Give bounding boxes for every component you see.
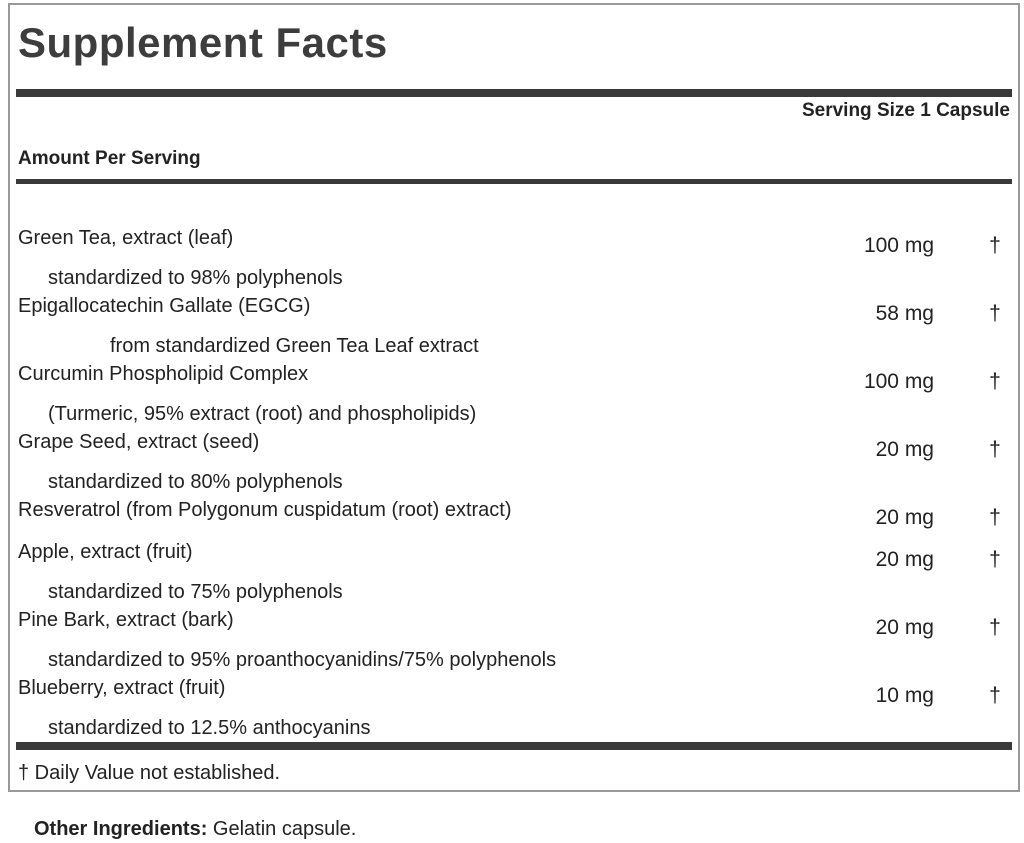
- amount-per-serving-header: Amount Per Serving: [18, 148, 201, 169]
- other-ingredients-value: Gelatin capsule.: [212, 818, 357, 840]
- table-row: Grape Seed, extract (seed) 20 mg † standard…: [18, 428, 1010, 496]
- ingredient-name: Resveratrol (from Polygonum cuspidatum (…: [18, 499, 512, 521]
- ingredient-name: Pine Bark, extract (bark): [18, 609, 234, 631]
- ingredient-name: Grape Seed, extract (seed): [18, 431, 260, 453]
- ingredient-amount: 20 mg: [875, 548, 934, 571]
- supplement-facts-panel: Supplement Facts Serving Size 1 Capsule …: [8, 3, 1020, 792]
- ingredient-amount: 20 mg: [875, 506, 934, 529]
- ingredient-amount: 100 mg: [863, 370, 934, 393]
- other-ingredients-label: Other Ingredients:: [34, 818, 208, 840]
- ingredient-amount: 20 mg: [875, 438, 934, 461]
- ingredient-main-line: Grape Seed, extract (seed) 20 mg †: [18, 428, 1010, 461]
- ingredient-detail: (Turmeric, 95% extract (root) and phosph…: [48, 403, 477, 425]
- ingredient-detail: standardized to 12.5% anthocyanins: [48, 717, 371, 739]
- table-row: Pine Bark, extract (bark) 20 mg † standardi…: [18, 606, 1010, 674]
- table-row: Apple, extract (fruit) 20 mg † standardized…: [18, 538, 1010, 606]
- ingredient-name: Epigallocatechin Gallate (EGCG): [18, 295, 311, 317]
- ingredient-detail: standardized to 80% polyphenols: [48, 471, 343, 493]
- ingredient-name: Green Tea, extract (leaf): [18, 227, 234, 249]
- ingredient-main-line: Epigallocatechin Gallate (EGCG) 58 mg †: [18, 292, 1010, 325]
- daily-value-dagger: †: [989, 684, 1001, 707]
- ingredient-amount: 10 mg: [875, 684, 934, 707]
- ingredient-main-line: Green Tea, extract (leaf) 100 mg †: [18, 224, 1010, 257]
- ingredient-detail: standardized to 95% proanthocyanidins/75…: [48, 649, 557, 671]
- ingredient-main-line: Blueberry, extract (fruit) 10 mg †: [18, 674, 1010, 707]
- daily-value-dagger: †: [989, 234, 1001, 257]
- panel-title: Supplement Facts: [18, 19, 388, 66]
- ingredient-main-line: Pine Bark, extract (bark) 20 mg †: [18, 606, 1010, 639]
- daily-value-dagger: †: [989, 370, 1001, 393]
- table-row: Green Tea, extract (leaf) 100 mg † standard…: [18, 224, 1010, 292]
- daily-value-dagger: †: [989, 438, 1001, 461]
- table-row: Epigallocatechin Gallate (EGCG) 58 mg † fro…: [18, 292, 1010, 360]
- ingredient-amount: 20 mg: [875, 616, 934, 639]
- table-row: Curcumin Phospholipid Complex 100 mg † (Tur…: [18, 360, 1010, 428]
- ingredient-main-line: Apple, extract (fruit) 20 mg †: [18, 538, 1010, 571]
- ingredient-detail: from standardized Green Tea Leaf extract: [110, 335, 479, 357]
- serving-size: Serving Size 1 Capsule: [801, 100, 1010, 121]
- ingredient-name: Apple, extract (fruit): [18, 541, 193, 563]
- other-ingredients: Other Ingredients: Gelatin capsule.: [34, 815, 356, 843]
- table-row: Resveratrol (from Polygonum cuspidatum (…: [18, 496, 1010, 529]
- daily-value-dagger: †: [989, 506, 1001, 529]
- ingredient-name: Blueberry, extract (fruit): [18, 677, 226, 699]
- ingredient-amount: 58 mg: [875, 302, 934, 325]
- divider-medium: [16, 179, 1012, 184]
- daily-value-dagger: †: [989, 616, 1001, 639]
- daily-value-footnote: † Daily Value not established.: [18, 762, 281, 784]
- divider-thick-bottom: [16, 742, 1012, 750]
- daily-value-dagger: †: [989, 548, 1001, 571]
- ingredient-detail: standardized to 98% polyphenols: [48, 267, 343, 289]
- ingredient-rows: Green Tea, extract (leaf) 100 mg † standard…: [10, 184, 1018, 742]
- table-row: Blueberry, extract (fruit) 10 mg † standard…: [18, 674, 1010, 742]
- ingredient-amount: 100 mg: [863, 234, 934, 257]
- divider-thick-top: [16, 89, 1012, 97]
- daily-value-dagger: †: [989, 302, 1001, 325]
- ingredient-name: Curcumin Phospholipid Complex: [18, 363, 309, 385]
- ingredient-main-line: Curcumin Phospholipid Complex 100 mg †: [18, 360, 1010, 393]
- ingredient-detail: standardized to 75% polyphenols: [48, 581, 343, 603]
- ingredient-main-line: Resveratrol (from Polygonum cuspidatum (…: [18, 496, 1010, 529]
